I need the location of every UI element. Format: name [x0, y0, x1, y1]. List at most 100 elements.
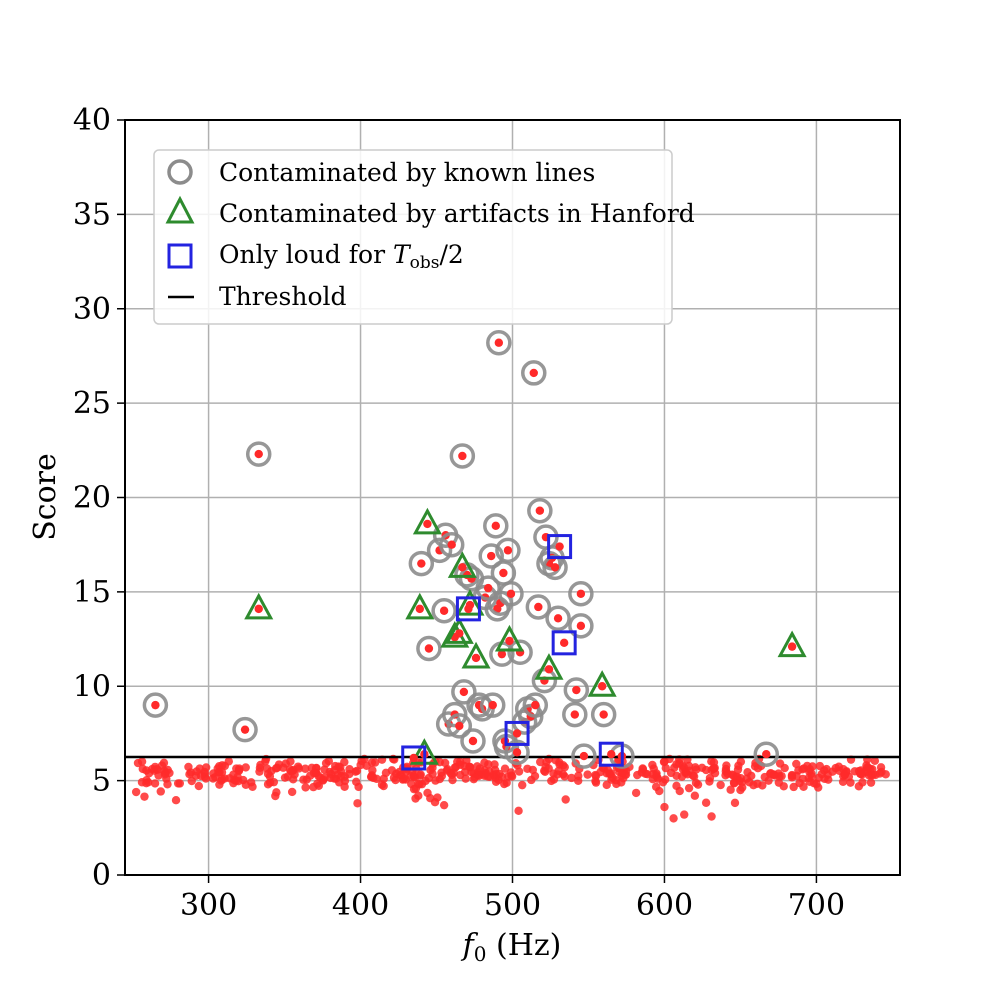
known-line-marker [431, 598, 457, 624]
noise-point [736, 785, 745, 795]
noise-point [389, 773, 399, 782]
candidate-point [762, 750, 771, 759]
legend-square-icon [167, 243, 193, 269]
noise-point [567, 773, 576, 783]
known-line-marker [483, 513, 509, 539]
noise-point [409, 784, 419, 794]
candidate-point [544, 665, 554, 674]
candidate-point [576, 621, 586, 631]
noise-point [809, 779, 819, 788]
noise-point [265, 772, 275, 781]
noise-point [561, 795, 570, 804]
artifact-marker [412, 507, 442, 535]
candidate-point [497, 649, 507, 659]
candidate-point [455, 721, 464, 731]
candidate-point [534, 602, 543, 612]
candidate-point [787, 642, 797, 651]
noise-point [461, 774, 470, 783]
noise-point [691, 778, 701, 788]
noise-point [649, 764, 658, 773]
candidate-point [439, 606, 449, 615]
noise-point [196, 771, 206, 781]
candidate-point [447, 540, 456, 549]
noise-point [302, 775, 311, 784]
noise-point [369, 773, 378, 783]
noise-point [475, 764, 485, 773]
known-line-marker [486, 329, 512, 356]
noise-point [684, 761, 694, 771]
noise-point [775, 759, 785, 768]
noise-point [330, 765, 339, 775]
noise-point [680, 810, 689, 819]
known-line-marker [525, 594, 552, 620]
candidate-point [572, 685, 581, 695]
noise-point [805, 765, 814, 774]
noise-points [131, 754, 890, 823]
noise-point [367, 758, 377, 767]
noise-point [726, 785, 735, 794]
noise-point [799, 782, 808, 792]
noise-point [820, 774, 829, 783]
known-line-marker [416, 635, 442, 662]
candidate-point [409, 753, 418, 763]
artifact-marker [455, 588, 485, 616]
noise-point [792, 759, 801, 769]
noise-point [163, 780, 172, 789]
noise-point [745, 778, 754, 787]
y-tick-label: 40 [73, 103, 111, 138]
noise-point [753, 779, 762, 788]
noise-point [854, 782, 864, 791]
noise-point [352, 777, 361, 787]
half-obs-marker [551, 630, 577, 656]
known-line-marker [504, 739, 530, 766]
noise-point [638, 764, 647, 773]
legend-box [153, 149, 673, 325]
noise-point [787, 770, 797, 780]
noise-point [301, 783, 310, 792]
noise-point [733, 765, 743, 774]
x-tick-label: 600 [636, 888, 693, 923]
noise-point [774, 778, 784, 787]
candidate-point [494, 338, 504, 347]
y-tick-label: 30 [73, 292, 111, 327]
candidate-point [550, 563, 560, 572]
noise-point [144, 778, 153, 787]
noise-point [697, 763, 707, 773]
noise-point [669, 814, 678, 823]
known-line-marker [522, 692, 549, 718]
candidate-point [535, 506, 545, 515]
noise-point [273, 763, 282, 773]
candidate-point [531, 700, 540, 710]
noise-point [159, 758, 169, 768]
candidate-point [464, 604, 473, 614]
noise-point [263, 780, 273, 789]
legend-half-obs-prefix: Only loud for [219, 240, 393, 269]
candidate-point [597, 682, 607, 691]
noise-point [150, 779, 160, 788]
known-line-marker [545, 605, 571, 632]
noise-point [484, 760, 493, 769]
noise-point [798, 765, 807, 774]
noise-point [750, 762, 760, 771]
candidate-point [555, 542, 564, 551]
noise-point [353, 799, 362, 808]
noise-point [855, 769, 865, 778]
noise-point [877, 767, 886, 777]
candidate-point [471, 653, 481, 663]
artifact-marker [405, 592, 435, 620]
legend-circle-icon [167, 159, 193, 185]
legend-half-obs-t: T [393, 240, 412, 269]
known-line-marker [438, 531, 465, 558]
noise-point [194, 781, 204, 791]
noise-point [716, 780, 725, 790]
candidate-point [505, 636, 514, 646]
noise-point [368, 765, 377, 775]
noise-point [340, 772, 349, 781]
noise-point [633, 770, 642, 780]
noise-point [285, 765, 295, 774]
noise-point [574, 771, 583, 781]
known-line-marker [479, 692, 506, 718]
candidate-point [488, 700, 497, 710]
noise-point [467, 767, 476, 777]
noise-point [651, 782, 661, 792]
